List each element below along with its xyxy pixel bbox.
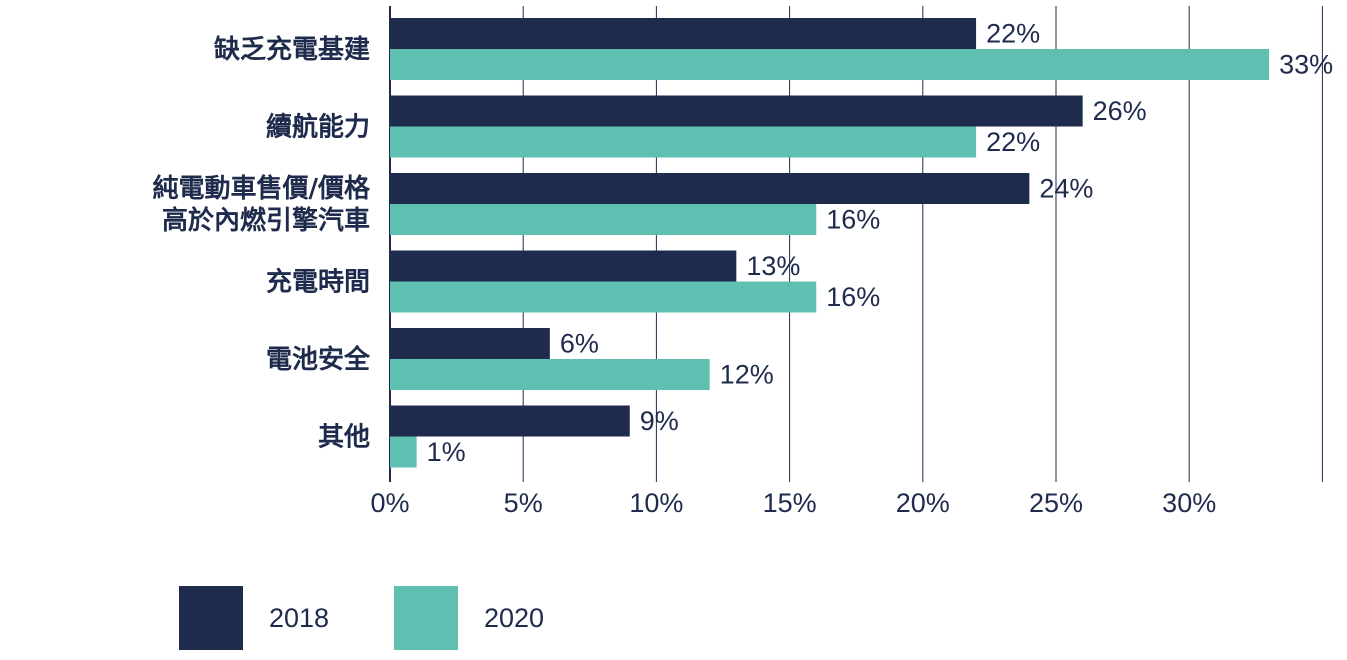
x-tick-labels: 0% 5% 10% 15% 20% 25% 30% — [370, 488, 1216, 518]
legend-label: 2018 — [269, 603, 329, 633]
bar-2020 — [390, 359, 710, 390]
data-label: 33% — [1279, 50, 1333, 80]
data-labels: 22% 33% 26% 22% 24% 16% 13% 16% 6% 12% 9% 1% — [427, 19, 1334, 468]
category-label: 純電動車售價/價格 — [153, 173, 371, 204]
x-tick-label: 0% — [370, 488, 409, 518]
data-label: 6% — [560, 329, 599, 359]
legend-swatch-2020 — [394, 586, 458, 650]
category-label: 充電時間 — [266, 267, 370, 298]
x-tick-label: 30% — [1162, 488, 1216, 518]
x-tick-label: 25% — [1029, 488, 1083, 518]
bar-2020 — [390, 204, 817, 235]
bar-2018 — [390, 95, 1083, 127]
bar-2018 — [390, 328, 550, 359]
bar-2018 — [390, 18, 977, 49]
bar-2018 — [390, 405, 630, 437]
x-tick-label: 20% — [896, 488, 950, 518]
category-label: 其他 — [318, 423, 370, 453]
legend-label: 2020 — [484, 603, 544, 633]
bar-2020 — [390, 436, 417, 468]
category-label: 續航能力 — [266, 112, 370, 143]
gridlines — [389, 6, 1323, 482]
data-label: 26% — [1093, 96, 1147, 126]
data-label: 13% — [746, 251, 800, 281]
bars — [390, 18, 1270, 468]
data-label: 1% — [427, 437, 466, 467]
data-label: 9% — [640, 406, 679, 436]
x-tick-label: 10% — [629, 488, 683, 518]
bar-2018 — [390, 250, 737, 282]
data-label: 22% — [986, 19, 1040, 49]
data-label: 24% — [1039, 174, 1093, 204]
data-label: 12% — [720, 360, 774, 390]
data-label: 22% — [986, 127, 1040, 157]
category-label: 缺乏充電基建 — [214, 34, 370, 65]
bar-2018 — [390, 173, 1030, 204]
x-tick-label: 15% — [763, 488, 817, 518]
bar-2020 — [390, 281, 817, 313]
data-label: 16% — [826, 282, 880, 312]
legend: 2018 2020 — [179, 586, 544, 650]
x-tick-label: 5% — [504, 488, 543, 518]
category-label: 電池安全 — [266, 344, 371, 375]
data-label: 16% — [826, 205, 880, 235]
category-label: 高於內燃引擎汽車 — [162, 205, 370, 236]
bar-2020 — [390, 49, 1270, 80]
legend-swatch-2018 — [179, 586, 243, 650]
bar-2020 — [390, 126, 977, 158]
